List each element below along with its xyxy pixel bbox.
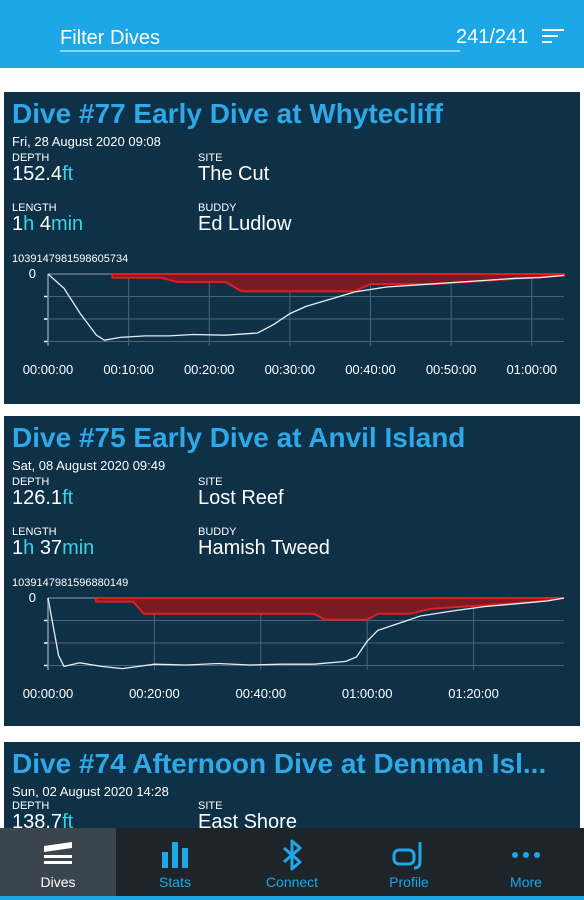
x-tick-label: 00:40:00 (235, 686, 286, 701)
length-hours-unit: h (23, 537, 35, 559)
nav-label: More (510, 874, 542, 890)
length-hours: 1 (12, 537, 24, 559)
depth-value: 138.7ft (12, 811, 73, 828)
dive-profile-chart: 0 00:00:00 00:10:00 00:20:00 00:30:00 00:40:0… (23, 266, 565, 377)
snorkel-mask-icon (392, 842, 422, 870)
dive-id: 1039147981596880149 (12, 577, 129, 589)
site-value: Lost Reef (198, 487, 284, 509)
depth-number: 138.7 (12, 811, 63, 828)
dives-icon (44, 842, 72, 864)
length-value: 1h 37min (12, 537, 94, 560)
stats-icon (162, 842, 188, 868)
length-minutes: 4 (39, 213, 51, 235)
dive-date: Fri, 28 August 2020 09:08 (12, 134, 161, 149)
depth-trace (47, 597, 565, 670)
length-minutes-unit: min (50, 213, 84, 235)
nav-label: Connect (265, 874, 319, 890)
x-tick-label: 01:00:00 (506, 362, 557, 377)
x-tick-label: 01:00:00 (342, 686, 393, 701)
dive-list[interactable]: Dive #77 Early Dive at Whytecliff Fri, 2… (0, 68, 584, 828)
depth-unit: ft (62, 811, 74, 828)
site-value: The Cut (198, 163, 270, 185)
nav-dives[interactable]: Dives (0, 828, 116, 896)
dive-count: 241/241 (456, 26, 529, 48)
y-tick-label: 0 (29, 266, 36, 281)
length-hours-unit: h (23, 213, 35, 235)
dive-title: Dive #75 Early Dive at Anvil Island (12, 422, 466, 453)
x-tick-label: 00:30:00 (265, 362, 316, 377)
dive-card[interactable]: Dive #77 Early Dive at Whytecliff Fri, 2… (4, 92, 580, 404)
x-tick-label: 00:20:00 (129, 686, 180, 701)
x-tick-label: 00:20:00 (184, 362, 235, 377)
site-label: SITE (198, 800, 223, 812)
x-tick-label: 00:10:00 (103, 362, 154, 377)
dive-card[interactable]: Dive #74 Afternoon Dive at Denman Isl...… (4, 742, 580, 828)
nav-label: Dives (40, 874, 76, 890)
x-tick-label: 00:00:00 (23, 686, 74, 701)
nav-stats[interactable]: Stats (117, 828, 233, 896)
dive-date: Sat, 08 August 2020 09:49 (12, 458, 166, 473)
dive-profile-chart: 0 00:00:00 00:20:00 00:40:00 01:00:00 01:20:0… (23, 590, 565, 701)
divider (0, 68, 584, 74)
nav-label: Profile (389, 874, 429, 890)
buddy-value: Hamish Tweed (198, 537, 330, 559)
buddy-label: BUDDY (198, 202, 237, 214)
depth-value: 152.4ft (12, 163, 73, 186)
nav-label: Stats (159, 874, 191, 890)
buddy-label: BUDDY (198, 526, 237, 538)
site-label: SITE (198, 476, 223, 488)
filter-dives-field[interactable]: Filter Dives (60, 27, 161, 49)
depth-unit: ft (62, 163, 74, 185)
depth-label: DEPTH (12, 476, 50, 488)
length-hours: 1 (12, 213, 24, 235)
bottom-navigation: Dives Stats Connect Profile (0, 828, 584, 900)
x-tick-label: 01:20:00 (448, 686, 499, 701)
y-tick-label: 0 (29, 590, 36, 605)
depth-number: 152.4 (12, 163, 63, 185)
depth-unit: ft (62, 487, 74, 509)
length-minutes-unit: min (62, 537, 95, 559)
dive-card[interactable]: Dive #75 Early Dive at Anvil Island Sat,… (4, 416, 580, 726)
dive-date: Sun, 02 August 2020 14:28 (12, 784, 169, 799)
nav-profile[interactable]: Profile (351, 828, 467, 896)
deco-ceiling (94, 597, 565, 621)
nav-more[interactable]: More (468, 828, 584, 896)
length-minutes: 37 (39, 537, 63, 559)
nav-indicator (0, 896, 584, 900)
dive-id: 1039147981598605734 (12, 253, 129, 265)
dive-title: Dive #77 Early Dive at Whytecliff (12, 98, 444, 129)
dive-title: Dive #74 Afternoon Dive at Denman Isl... (12, 748, 547, 779)
x-tick-label: 00:50:00 (426, 362, 477, 377)
top-bar: Filter Dives 241/241 (0, 0, 584, 68)
divider (0, 404, 584, 410)
sort-icon[interactable] (542, 29, 564, 45)
divider (0, 726, 584, 732)
deco-ceiling (111, 273, 565, 293)
nav-connect[interactable]: Connect (234, 828, 350, 896)
more-dots-icon (512, 852, 540, 858)
site-value: East Shore (198, 811, 297, 828)
depth-number: 126.1 (12, 487, 63, 509)
filter-underline (60, 50, 460, 52)
depth-label: DEPTH (12, 152, 50, 164)
bluetooth-icon (283, 839, 302, 871)
depth-label: DEPTH (12, 800, 50, 812)
length-label: LENGTH (12, 526, 57, 538)
depth-trace (47, 273, 565, 341)
x-tick-label: 00:40:00 (345, 362, 396, 377)
depth-value: 126.1ft (12, 487, 73, 510)
x-tick-label: 00:00:00 (23, 362, 74, 377)
buddy-value: Ed Ludlow (198, 213, 292, 235)
length-label: LENGTH (12, 202, 57, 214)
site-label: SITE (198, 152, 223, 164)
length-value: 1h 4min (12, 213, 83, 236)
